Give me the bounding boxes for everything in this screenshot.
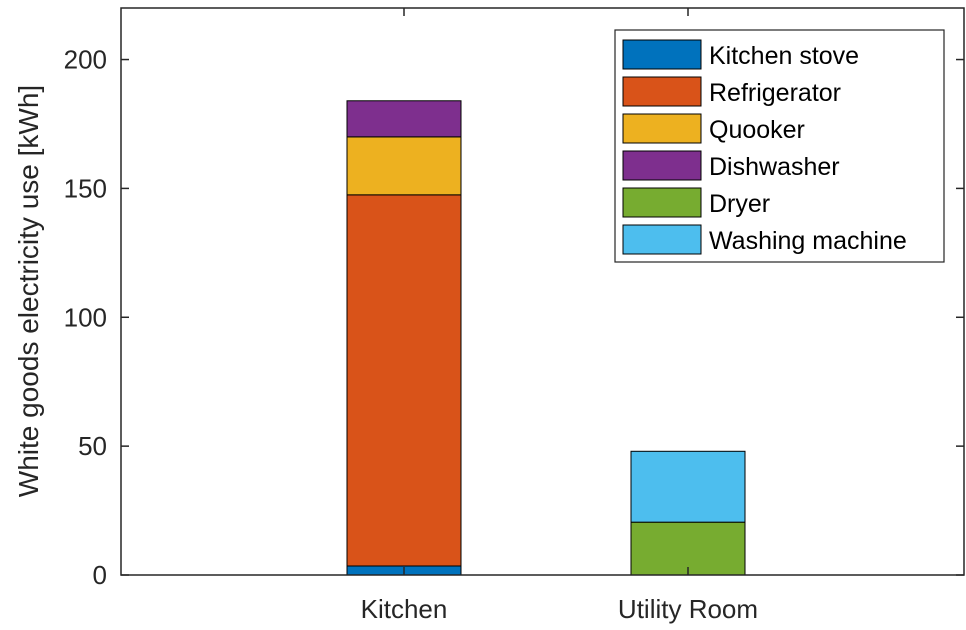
legend-label: Quooker <box>709 116 805 144</box>
x-tick-label: Utility Room <box>618 594 758 624</box>
legend: Kitchen stove Refrigerator Quooker Dishwash… <box>614 29 945 263</box>
legend-label: Dryer <box>709 190 770 218</box>
bars-layer <box>346 100 746 576</box>
y-tick-label: 200 <box>64 45 107 75</box>
legend-swatch <box>622 150 702 181</box>
bar-segment-utility-room-washing-machine <box>630 450 746 523</box>
ticks-layer: 0 50 100 150 200 Kitchen Utility Room <box>64 8 964 624</box>
bar-segment-utility-room-dryer <box>630 521 746 576</box>
plot-area-frame <box>120 7 965 576</box>
legend-swatch <box>622 187 702 218</box>
y-tick-label: 0 <box>93 560 107 590</box>
legend-label: Refrigerator <box>709 79 841 107</box>
y-tick-label: 100 <box>64 302 107 332</box>
legend-swatch <box>622 224 702 255</box>
legend-swatch <box>622 76 702 107</box>
legend-label: Kitchen stove <box>709 42 859 70</box>
y-axis-label: White goods electricity use [kWh] <box>13 85 44 497</box>
bar-segment-kitchen-dishwasher <box>346 100 462 138</box>
legend-swatch <box>622 113 702 144</box>
axes-layer <box>120 7 965 576</box>
y-tick-label: 150 <box>64 173 107 203</box>
x-tick-label: Kitchen <box>361 594 448 624</box>
legend-label: Washing machine <box>709 227 907 255</box>
legend-label: Dishwasher <box>709 153 840 181</box>
legend-swatch <box>622 39 702 70</box>
bar-segment-kitchen-quooker <box>346 136 462 196</box>
y-tick-label: 50 <box>78 431 107 461</box>
bar-segment-kitchen-refrigerator <box>346 194 462 567</box>
